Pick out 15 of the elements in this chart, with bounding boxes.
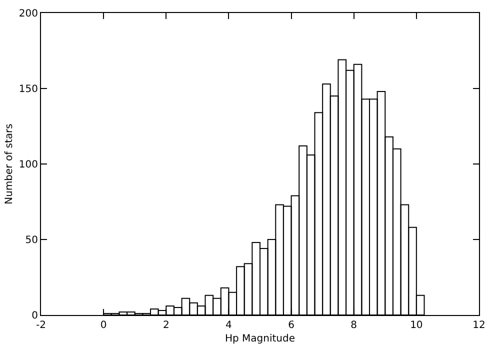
x-tick-label: -2 — [36, 320, 46, 331]
x-tick-label: 6 — [288, 320, 294, 331]
y-tick-label: 100 — [18, 160, 38, 170]
x-axis-title: Hp Magnitude — [224, 334, 296, 344]
x-tick-label: 10 — [410, 320, 423, 331]
y-tick-label: 0 — [32, 310, 38, 322]
x-tick-label: 0 — [100, 320, 107, 331]
y-tick-label: 150 — [18, 84, 38, 95]
x-tick-label: 12 — [472, 320, 486, 331]
y-tick-label: 200 — [18, 8, 38, 20]
x-tick-label: 4 — [226, 320, 232, 331]
x-tick-label: 2 — [162, 320, 170, 331]
x-tick-label: 8 — [350, 320, 358, 331]
y-axis-title: Number of stars — [4, 124, 15, 204]
y-tick-label: 50 — [25, 235, 38, 246]
